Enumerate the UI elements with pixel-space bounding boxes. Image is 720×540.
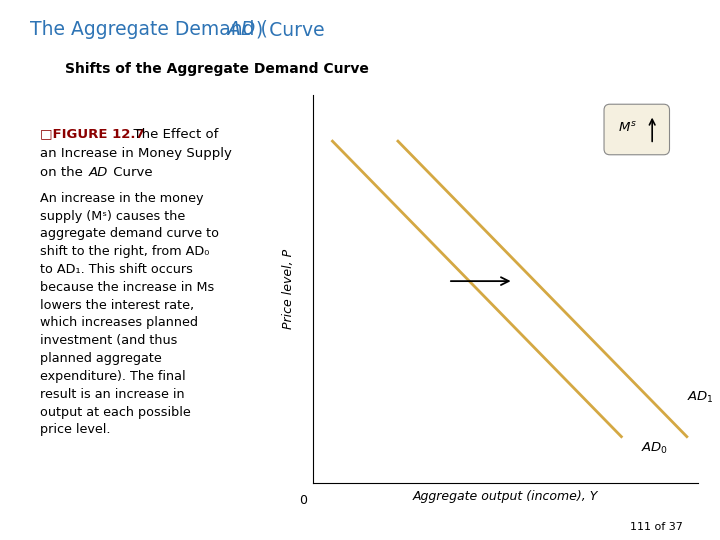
Text: $AD_1$: $AD_1$: [687, 390, 714, 406]
Text: aggregate demand curve to: aggregate demand curve to: [40, 227, 219, 240]
Text: An increase in the money: An increase in the money: [40, 192, 203, 205]
Text: Price level, P: Price level, P: [282, 249, 294, 329]
Text: lowers the interest rate,: lowers the interest rate,: [40, 299, 194, 312]
Text: $M^s$: $M^s$: [618, 120, 636, 134]
Text: AD: AD: [228, 20, 256, 39]
Text: supply (​Mˢ) causes the: supply (​Mˢ) causes the: [40, 210, 185, 222]
X-axis label: Aggregate output (income), Y: Aggregate output (income), Y: [413, 490, 598, 503]
Text: Shifts of the Aggregate Demand Curve: Shifts of the Aggregate Demand Curve: [65, 62, 369, 76]
Text: an Increase in Money Supply: an Increase in Money Supply: [40, 146, 231, 160]
Text: because the increase in Ms: because the increase in Ms: [40, 281, 214, 294]
Text: The Effect of: The Effect of: [125, 127, 218, 141]
Text: to AD₁. This shift occurs: to AD₁. This shift occurs: [40, 263, 192, 276]
Text: Curve: Curve: [109, 165, 153, 179]
Text: ) Curve: ) Curve: [256, 20, 324, 39]
Text: 0: 0: [300, 494, 307, 507]
Text: result is an increase in: result is an increase in: [40, 388, 184, 401]
Text: which increases planned: which increases planned: [40, 316, 197, 329]
Text: on the: on the: [40, 165, 86, 179]
Text: The Aggregate Demand (: The Aggregate Demand (: [30, 20, 268, 39]
Text: investment (and thus: investment (and thus: [40, 334, 177, 347]
Text: AD: AD: [89, 165, 108, 179]
Text: 111 of 37: 111 of 37: [630, 522, 683, 532]
Text: price level.: price level.: [40, 423, 110, 436]
Text: □FIGURE 12.7: □FIGURE 12.7: [40, 127, 144, 141]
FancyBboxPatch shape: [604, 104, 670, 155]
Text: shift to the right, from AD₀: shift to the right, from AD₀: [40, 245, 209, 258]
Text: $AD_0$: $AD_0$: [641, 441, 668, 456]
Text: output at each possible: output at each possible: [40, 406, 190, 419]
Text: expenditure). The final: expenditure). The final: [40, 370, 185, 383]
Text: planned aggregate: planned aggregate: [40, 352, 161, 365]
